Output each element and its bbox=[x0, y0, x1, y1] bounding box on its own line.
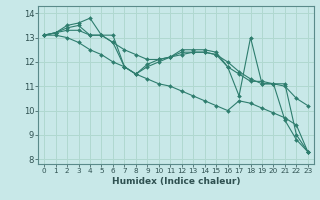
X-axis label: Humidex (Indice chaleur): Humidex (Indice chaleur) bbox=[112, 177, 240, 186]
